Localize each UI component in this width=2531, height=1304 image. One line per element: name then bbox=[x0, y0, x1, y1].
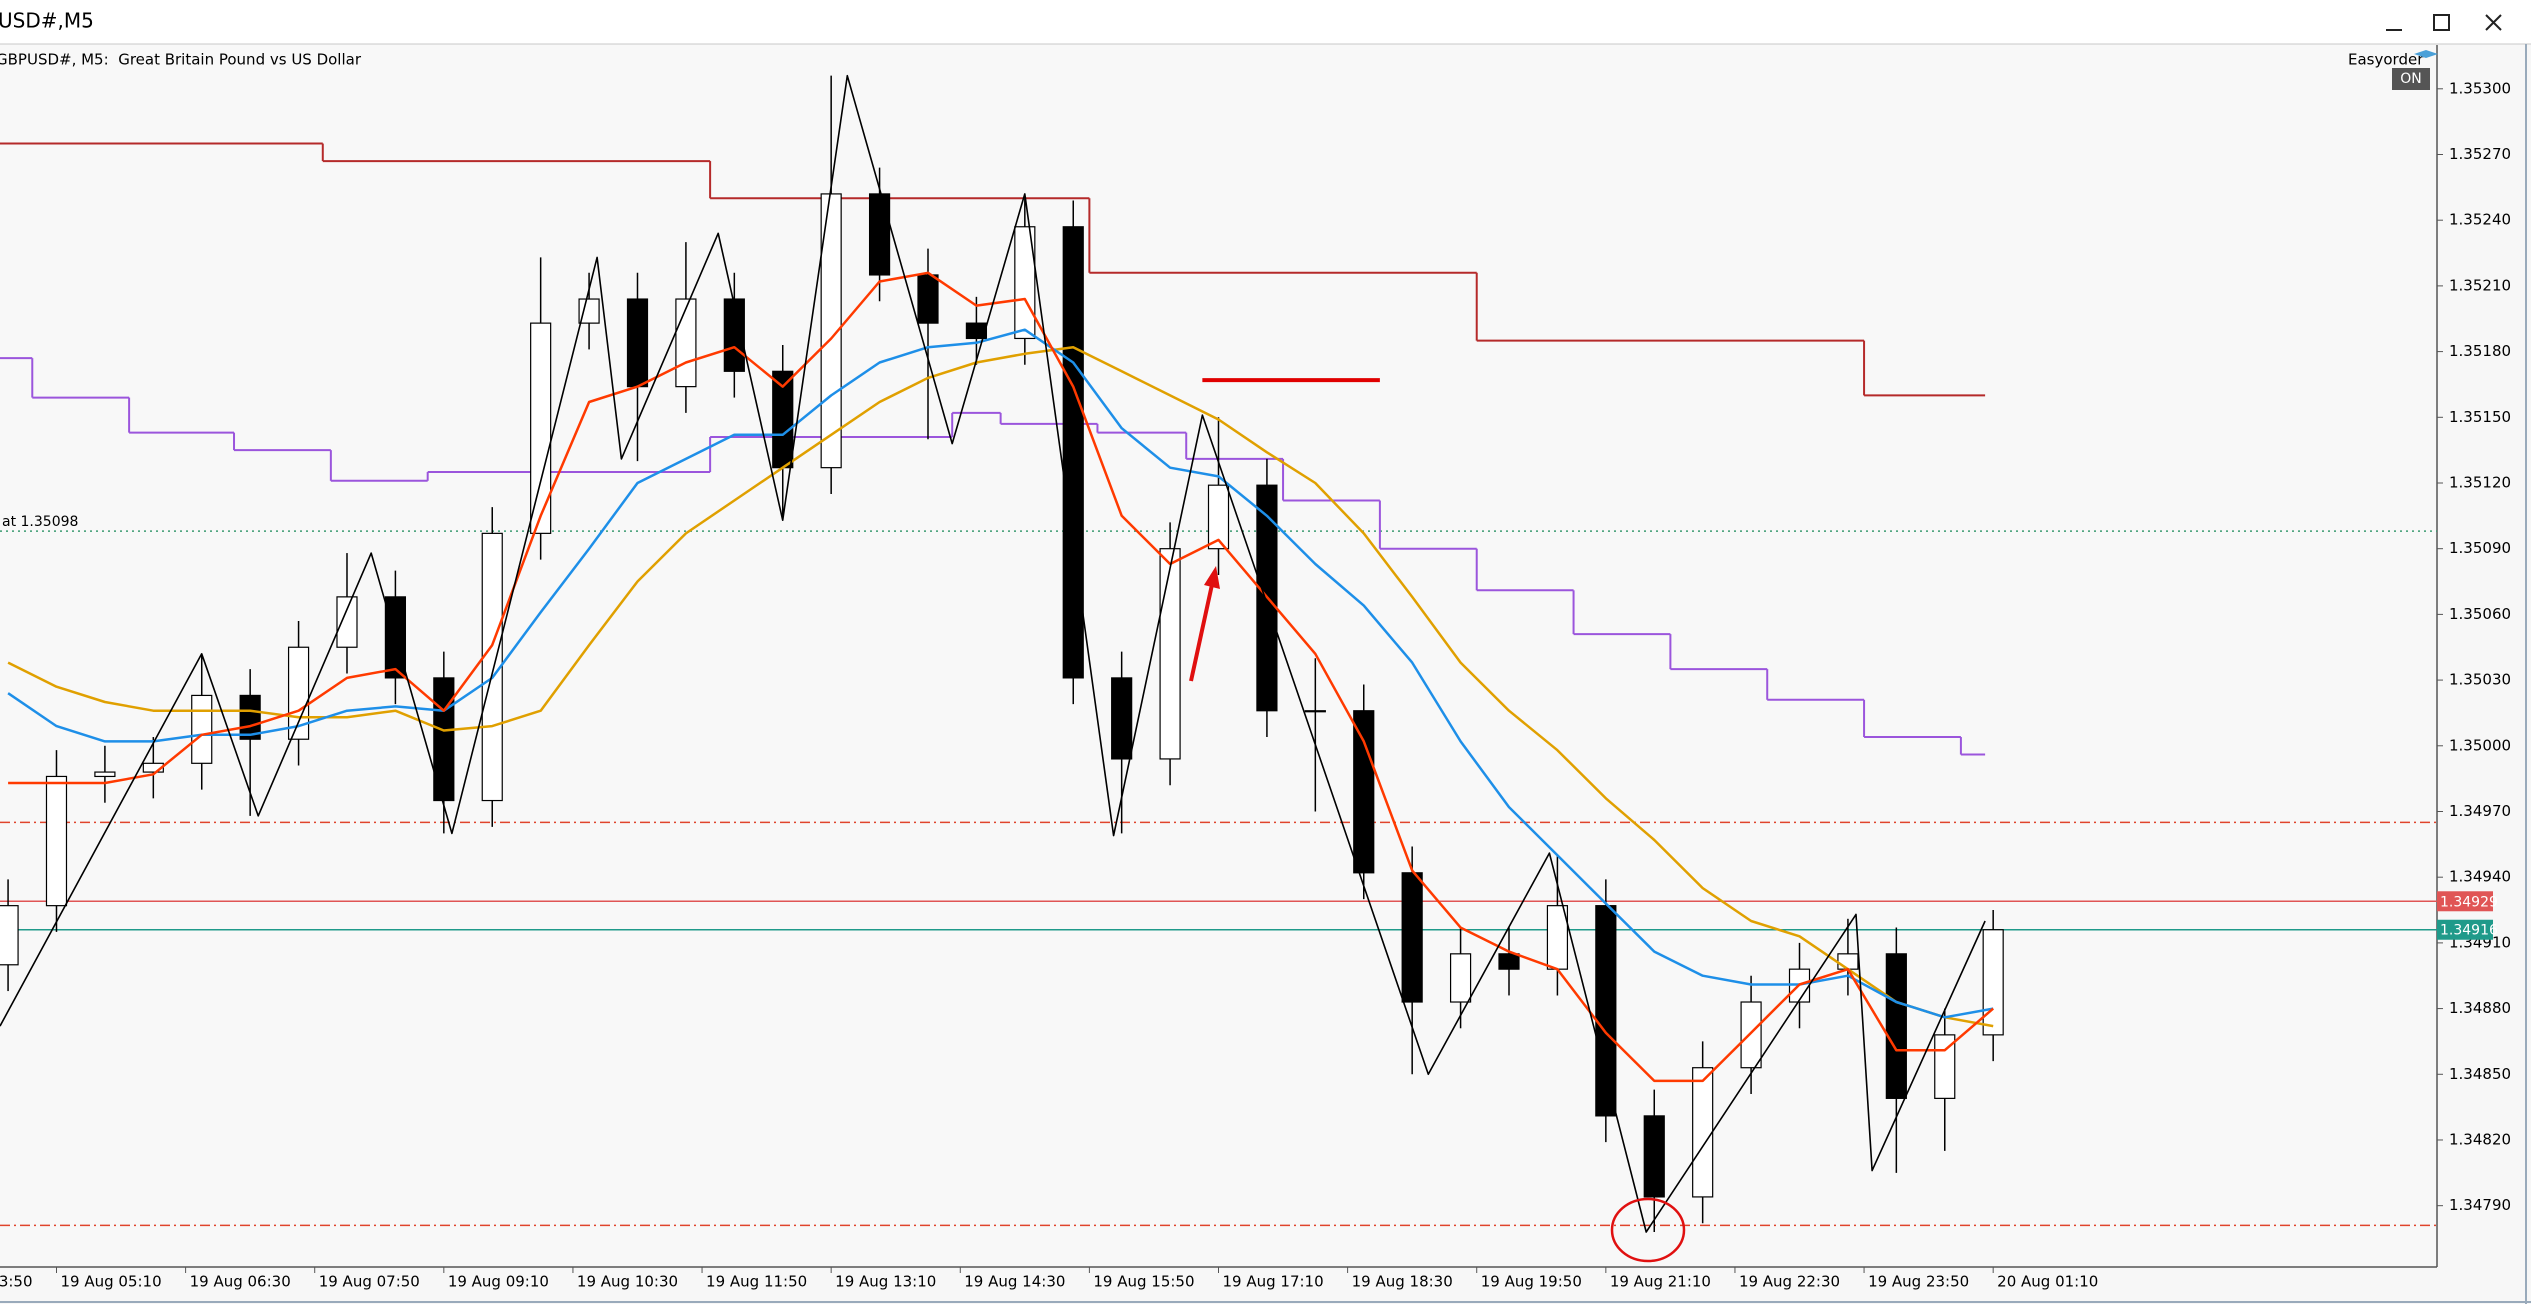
plot-layer: 1.35300 1.35270 1.35240 1.35210 1.35180 1.351… bbox=[0, 74, 2511, 1291]
candle-body bbox=[1837, 953, 1859, 970]
y-tick-label: 1.34790 bbox=[2449, 1196, 2511, 1214]
x-tick-label: 19 Aug 07:50 bbox=[319, 1273, 420, 1291]
annotation-arrow bbox=[1189, 579, 1215, 682]
candle-body bbox=[578, 298, 600, 324]
on-button-label[interactable]: ON bbox=[2400, 71, 2422, 87]
candle-body bbox=[1595, 905, 1617, 1117]
y-tick-label: 1.35180 bbox=[2449, 342, 2511, 360]
candle-body bbox=[1498, 953, 1520, 970]
candle-body bbox=[626, 298, 649, 388]
candle-body bbox=[1353, 710, 1375, 874]
x-tick-label: 19 Aug 19:50 bbox=[1481, 1273, 1582, 1291]
close-button[interactable] bbox=[2485, 14, 2502, 31]
candle-body bbox=[1159, 548, 1181, 760]
maximize-button[interactable] bbox=[2433, 14, 2450, 31]
candle-body bbox=[481, 532, 503, 802]
candle-body bbox=[336, 596, 358, 648]
candle-body bbox=[1449, 953, 1472, 1003]
price-tag-label: 1.34929 bbox=[2440, 894, 2498, 910]
y-tick-label: 1.34880 bbox=[2449, 999, 2511, 1017]
candle-body bbox=[868, 193, 891, 276]
candle-body bbox=[1111, 677, 1133, 760]
y-tick-label: 1.35120 bbox=[2449, 473, 2511, 491]
y-tick-label: 1.35000 bbox=[2449, 736, 2511, 754]
on-button[interactable] bbox=[2392, 68, 2430, 90]
x-tick-label: 19 Aug 23:50 bbox=[1868, 1273, 1969, 1291]
x-tick-label: 19 Aug 06:30 bbox=[190, 1273, 291, 1291]
annotation-arrowhead bbox=[1204, 566, 1220, 589]
x-tick-label: 19 Aug 15:50 bbox=[1093, 1273, 1194, 1291]
candle-body bbox=[191, 694, 213, 764]
y-tick-label: 1.35060 bbox=[2449, 605, 2511, 623]
y-tick-label: 1.34850 bbox=[2449, 1065, 2511, 1083]
y-tick-label: 1.35300 bbox=[2449, 79, 2511, 97]
candle-body bbox=[1885, 953, 1907, 1099]
plot-area bbox=[0, 45, 2437, 1267]
x-tick-label: 19 Aug 17:10 bbox=[1223, 1273, 1324, 1291]
candle-body bbox=[965, 322, 988, 340]
candle-body bbox=[94, 771, 116, 778]
candle-body bbox=[1546, 905, 1569, 970]
x-tick-label: 20 Aug 01:10 bbox=[1997, 1273, 2098, 1291]
y-tick-label: 1.35270 bbox=[2449, 145, 2511, 163]
easyorder-label: Easyorder bbox=[2348, 51, 2424, 69]
candle-body bbox=[675, 298, 697, 388]
x-tick-label: 19 Aug 05:10 bbox=[60, 1273, 161, 1291]
y-tick-label: 1.35210 bbox=[2449, 276, 2511, 294]
x-tick-label: 19 Aug 03:50 bbox=[0, 1273, 33, 1291]
x-tick-label: 19 Aug 18:30 bbox=[1352, 1273, 1453, 1291]
candle-body bbox=[0, 905, 19, 966]
candle-body bbox=[917, 274, 939, 324]
annotation-circle bbox=[1610, 1197, 1686, 1263]
y-tick-label: 1.35240 bbox=[2449, 211, 2511, 229]
candle-body bbox=[1062, 226, 1084, 679]
x-tick-label: 19 Aug 14:30 bbox=[964, 1273, 1065, 1291]
candle-body bbox=[1401, 872, 1423, 1003]
x-tick-label: 19 Aug 10:30 bbox=[577, 1273, 678, 1291]
y-tick-label: 1.34940 bbox=[2449, 868, 2511, 886]
y-tick-label: 1.35150 bbox=[2449, 408, 2511, 426]
candle-body bbox=[530, 322, 552, 534]
x-tick-label: 19 Aug 21:10 bbox=[1610, 1273, 1711, 1291]
x-tick-label: 19 Aug 09:10 bbox=[448, 1273, 549, 1291]
zigzag-line bbox=[0, 74, 1986, 1233]
moving-average bbox=[8, 271, 1995, 1083]
x-tick-label: 19 Aug 11:50 bbox=[706, 1273, 807, 1291]
candle-body bbox=[45, 775, 68, 907]
candle-body bbox=[1740, 1001, 1762, 1069]
chart-title: GBPUSD#, M5: Great Britain Pound vs US D… bbox=[0, 51, 362, 69]
candle-body bbox=[723, 298, 745, 372]
candle-body bbox=[1692, 1067, 1714, 1198]
level-label: at 1.35098 bbox=[2, 514, 78, 530]
y-tick-label: 1.35090 bbox=[2449, 539, 2511, 557]
moving-average bbox=[7, 345, 1994, 1028]
window-controls[interactable] bbox=[2386, 14, 2502, 31]
price-tag bbox=[2437, 891, 2493, 912]
title-bar bbox=[0, 0, 2531, 44]
window-title: USD#,M5 bbox=[0, 9, 94, 33]
candle-body bbox=[1207, 484, 1230, 550]
x-tick-label: 19 Aug 22:30 bbox=[1739, 1273, 1840, 1291]
y-tick-label: 1.34820 bbox=[2449, 1130, 2511, 1148]
price-tag-label: 1.34916 bbox=[2440, 923, 2498, 939]
candle-body bbox=[1982, 929, 2004, 1036]
moving-average bbox=[7, 328, 1994, 1019]
candle-body bbox=[1643, 1115, 1665, 1198]
y-tick-label: 1.35030 bbox=[2449, 671, 2511, 689]
candle-body bbox=[1304, 710, 1326, 713]
easyorder-icon[interactable] bbox=[2414, 50, 2438, 58]
y-tick-label: 1.34970 bbox=[2449, 802, 2511, 820]
x-tick-label: 19 Aug 13:10 bbox=[835, 1273, 936, 1291]
price-tag bbox=[2437, 919, 2493, 940]
